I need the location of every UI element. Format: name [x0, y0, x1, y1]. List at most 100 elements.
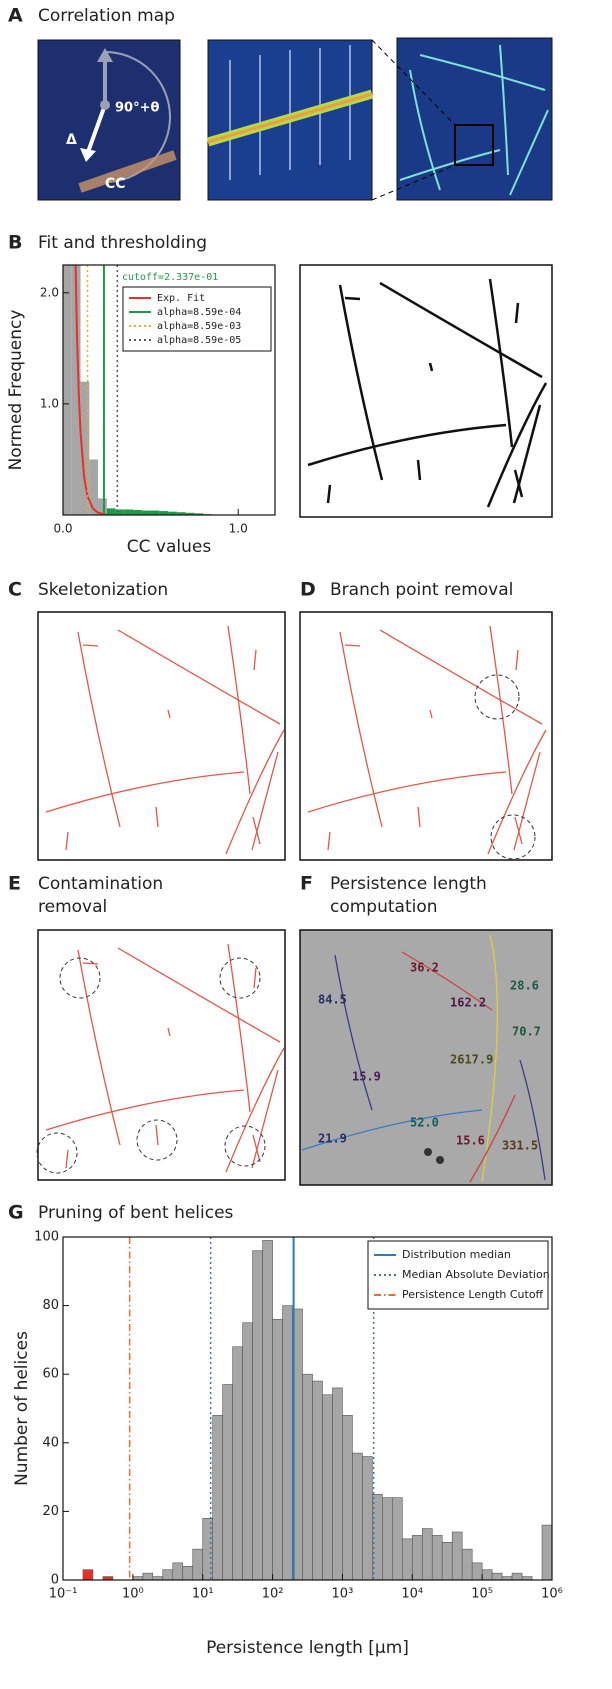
bar	[421, 1528, 433, 1580]
bar	[441, 1541, 453, 1580]
bar	[124, 509, 134, 515]
particle	[424, 1148, 432, 1156]
bar	[541, 1524, 552, 1580]
panel-letter: F	[300, 873, 313, 895]
bar	[115, 509, 125, 515]
panel-title: Persistence length	[330, 874, 487, 894]
bar	[352, 1452, 363, 1580]
legend-label: Median Absolute Deviation	[402, 1268, 550, 1281]
length-label: 36.2	[410, 961, 439, 975]
panel-title: removal	[38, 897, 107, 917]
bar	[342, 1415, 353, 1580]
bar	[392, 1497, 403, 1580]
bar	[192, 1548, 204, 1580]
bar	[82, 1569, 94, 1580]
bar	[150, 510, 160, 515]
y-tick-label: 40	[42, 1435, 59, 1450]
bar	[382, 1497, 393, 1580]
bar	[141, 510, 151, 515]
length-label: 52.0	[410, 1116, 439, 1130]
arrow-head	[97, 48, 113, 62]
arrow	[86, 104, 107, 153]
bar	[185, 512, 195, 515]
helix-band	[207, 92, 373, 144]
x-tick-label: 10⁻¹	[49, 1587, 78, 1602]
x-tick-label: 10⁰	[122, 1587, 144, 1602]
bar	[511, 1572, 523, 1580]
y-axis-label: Normed Frequency	[6, 310, 26, 471]
y-tick-label: 2.0	[40, 285, 59, 299]
bar	[322, 1394, 333, 1580]
bar	[272, 1319, 283, 1580]
y-tick-label: 80	[42, 1298, 59, 1313]
x-tick-label: 10³	[332, 1587, 354, 1602]
bar	[172, 1562, 184, 1580]
filaments	[301, 934, 546, 1183]
panel-title: computation	[330, 897, 438, 917]
bar	[133, 510, 142, 515]
bar	[162, 1569, 174, 1580]
panel-letter: B	[8, 232, 22, 254]
image-label: Δ	[66, 132, 77, 148]
axes-frame	[62, 1236, 553, 1581]
x-tick-label: 10⁶	[541, 1587, 563, 1602]
image	[37, 929, 286, 1181]
x-axis-label: CC values	[127, 537, 212, 557]
highlight-circle	[490, 814, 536, 860]
legend-label: Distribution median	[402, 1248, 511, 1261]
bar	[89, 459, 99, 515]
legend-label: alpha=8.59e-04	[157, 307, 241, 318]
legend-label: Exp. Fit	[157, 293, 205, 304]
arc	[104, 51, 171, 183]
length-label: 15.6	[456, 1134, 485, 1148]
bar	[142, 1572, 154, 1580]
length-label: 84.5	[318, 993, 347, 1007]
length-label: 70.7	[512, 1025, 541, 1039]
bar	[302, 1373, 313, 1580]
bar	[176, 512, 186, 515]
zoom-line	[371, 39, 456, 126]
bar	[402, 1538, 413, 1580]
legend-label: alpha=8.59e-03	[157, 321, 241, 332]
highlight-circle	[474, 674, 520, 720]
bar	[332, 1387, 343, 1580]
bar	[252, 1250, 263, 1580]
panel-letter: A	[8, 5, 23, 27]
panel-title: Branch point removal	[330, 580, 513, 600]
bar	[471, 1562, 483, 1580]
bar	[212, 1415, 223, 1580]
x-tick-label: 10²	[262, 1587, 284, 1602]
legend-label: alpha=8.59e-05	[157, 335, 241, 346]
bar	[63, 265, 72, 515]
y-tick-label: 20	[42, 1504, 59, 1519]
bar	[232, 1346, 243, 1580]
panel-title: Skeletonization	[38, 580, 168, 600]
bar	[222, 1384, 233, 1580]
panel-letter: E	[8, 873, 21, 895]
length-label: 162.2	[450, 996, 486, 1010]
annotation: cutoff=2.337e-01	[122, 272, 218, 283]
panel-title: Contamination	[38, 874, 163, 894]
bar	[262, 1240, 273, 1580]
bar	[411, 1535, 423, 1580]
fit-line	[74, 265, 108, 515]
bar	[182, 1565, 194, 1580]
bar	[491, 1572, 503, 1580]
y-tick-label: 60	[42, 1367, 59, 1382]
axes-frame	[62, 264, 276, 516]
panel-title: Correlation map	[38, 6, 175, 26]
image-label: CC	[105, 176, 126, 192]
particle	[436, 1156, 444, 1164]
y-tick-label: 0	[51, 1573, 59, 1588]
legend-box	[367, 1240, 549, 1310]
x-tick-label: 0.0	[53, 522, 72, 536]
bar	[80, 381, 90, 515]
bar	[461, 1548, 473, 1580]
bar	[242, 1322, 253, 1580]
panel-letter: C	[8, 579, 22, 601]
y-axis-label: Number of helices	[12, 1331, 32, 1486]
panel-letter: D	[300, 579, 316, 601]
bar	[194, 513, 204, 515]
